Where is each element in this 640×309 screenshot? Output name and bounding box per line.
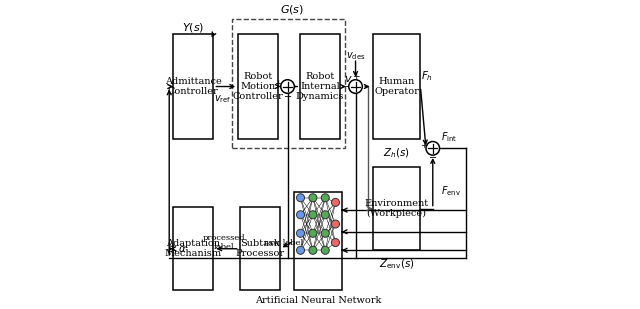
Text: Human
Operator: Human Operator: [374, 77, 419, 96]
Text: $b, \alpha$: $b, \alpha$: [167, 242, 188, 255]
Circle shape: [332, 239, 339, 247]
Text: −: −: [284, 92, 292, 102]
Bar: [239, 207, 280, 290]
Circle shape: [296, 211, 305, 219]
Text: $v_{\rm des}$: $v_{\rm des}$: [346, 50, 365, 61]
Circle shape: [309, 229, 317, 237]
Text: $Y(s)$: $Y(s)$: [182, 21, 205, 34]
Bar: [173, 34, 213, 139]
Circle shape: [349, 80, 362, 93]
Text: $F_{\rm int}$: $F_{\rm int}$: [441, 131, 458, 144]
Text: $F_h$: $F_h$: [421, 69, 433, 83]
Bar: [238, 34, 278, 139]
Bar: [232, 19, 345, 148]
Bar: [300, 34, 340, 139]
Text: $G(s)$: $G(s)$: [280, 3, 304, 16]
Text: $Z_{\rm env}(s)$: $Z_{\rm env}(s)$: [379, 257, 415, 271]
Text: Admittance
Controller: Admittance Controller: [165, 77, 221, 96]
Bar: [372, 167, 420, 250]
Bar: [294, 192, 342, 290]
Text: +: +: [275, 79, 282, 88]
Circle shape: [296, 229, 305, 237]
Text: Robot
Motion
Controller: Robot Motion Controller: [233, 72, 284, 101]
Circle shape: [332, 198, 339, 206]
Text: Adaptation
Mechanism: Adaptation Mechanism: [164, 239, 222, 258]
Circle shape: [309, 246, 317, 254]
Bar: [372, 34, 420, 139]
Circle shape: [296, 246, 305, 254]
Text: +: +: [420, 141, 428, 150]
Circle shape: [321, 194, 329, 202]
Bar: [173, 207, 213, 290]
Text: $v_{\rm ref}$: $v_{\rm ref}$: [214, 93, 231, 104]
Circle shape: [426, 142, 440, 155]
Circle shape: [321, 211, 329, 219]
Circle shape: [309, 211, 317, 219]
Text: −: −: [342, 83, 350, 92]
Text: $v$: $v$: [344, 74, 353, 84]
Text: Artificial Neural Network: Artificial Neural Network: [255, 296, 381, 305]
Circle shape: [281, 80, 294, 93]
Text: Robot
Internal
Dynamics: Robot Internal Dynamics: [296, 72, 344, 101]
Circle shape: [296, 194, 305, 202]
Text: processed
label: processed label: [202, 234, 245, 251]
Circle shape: [309, 194, 317, 202]
Text: $Z_h(s)$: $Z_h(s)$: [383, 146, 410, 160]
Text: −: −: [429, 154, 437, 163]
Circle shape: [321, 246, 329, 254]
Text: Environment
(Workpiece): Environment (Workpiece): [364, 199, 429, 218]
Text: Subtask
Processor: Subtask Processor: [235, 239, 284, 258]
Text: raw label: raw label: [264, 239, 303, 247]
Circle shape: [332, 220, 339, 228]
Text: $F_{\rm env}$: $F_{\rm env}$: [441, 185, 461, 198]
Circle shape: [321, 229, 329, 237]
Text: +: +: [352, 71, 359, 81]
